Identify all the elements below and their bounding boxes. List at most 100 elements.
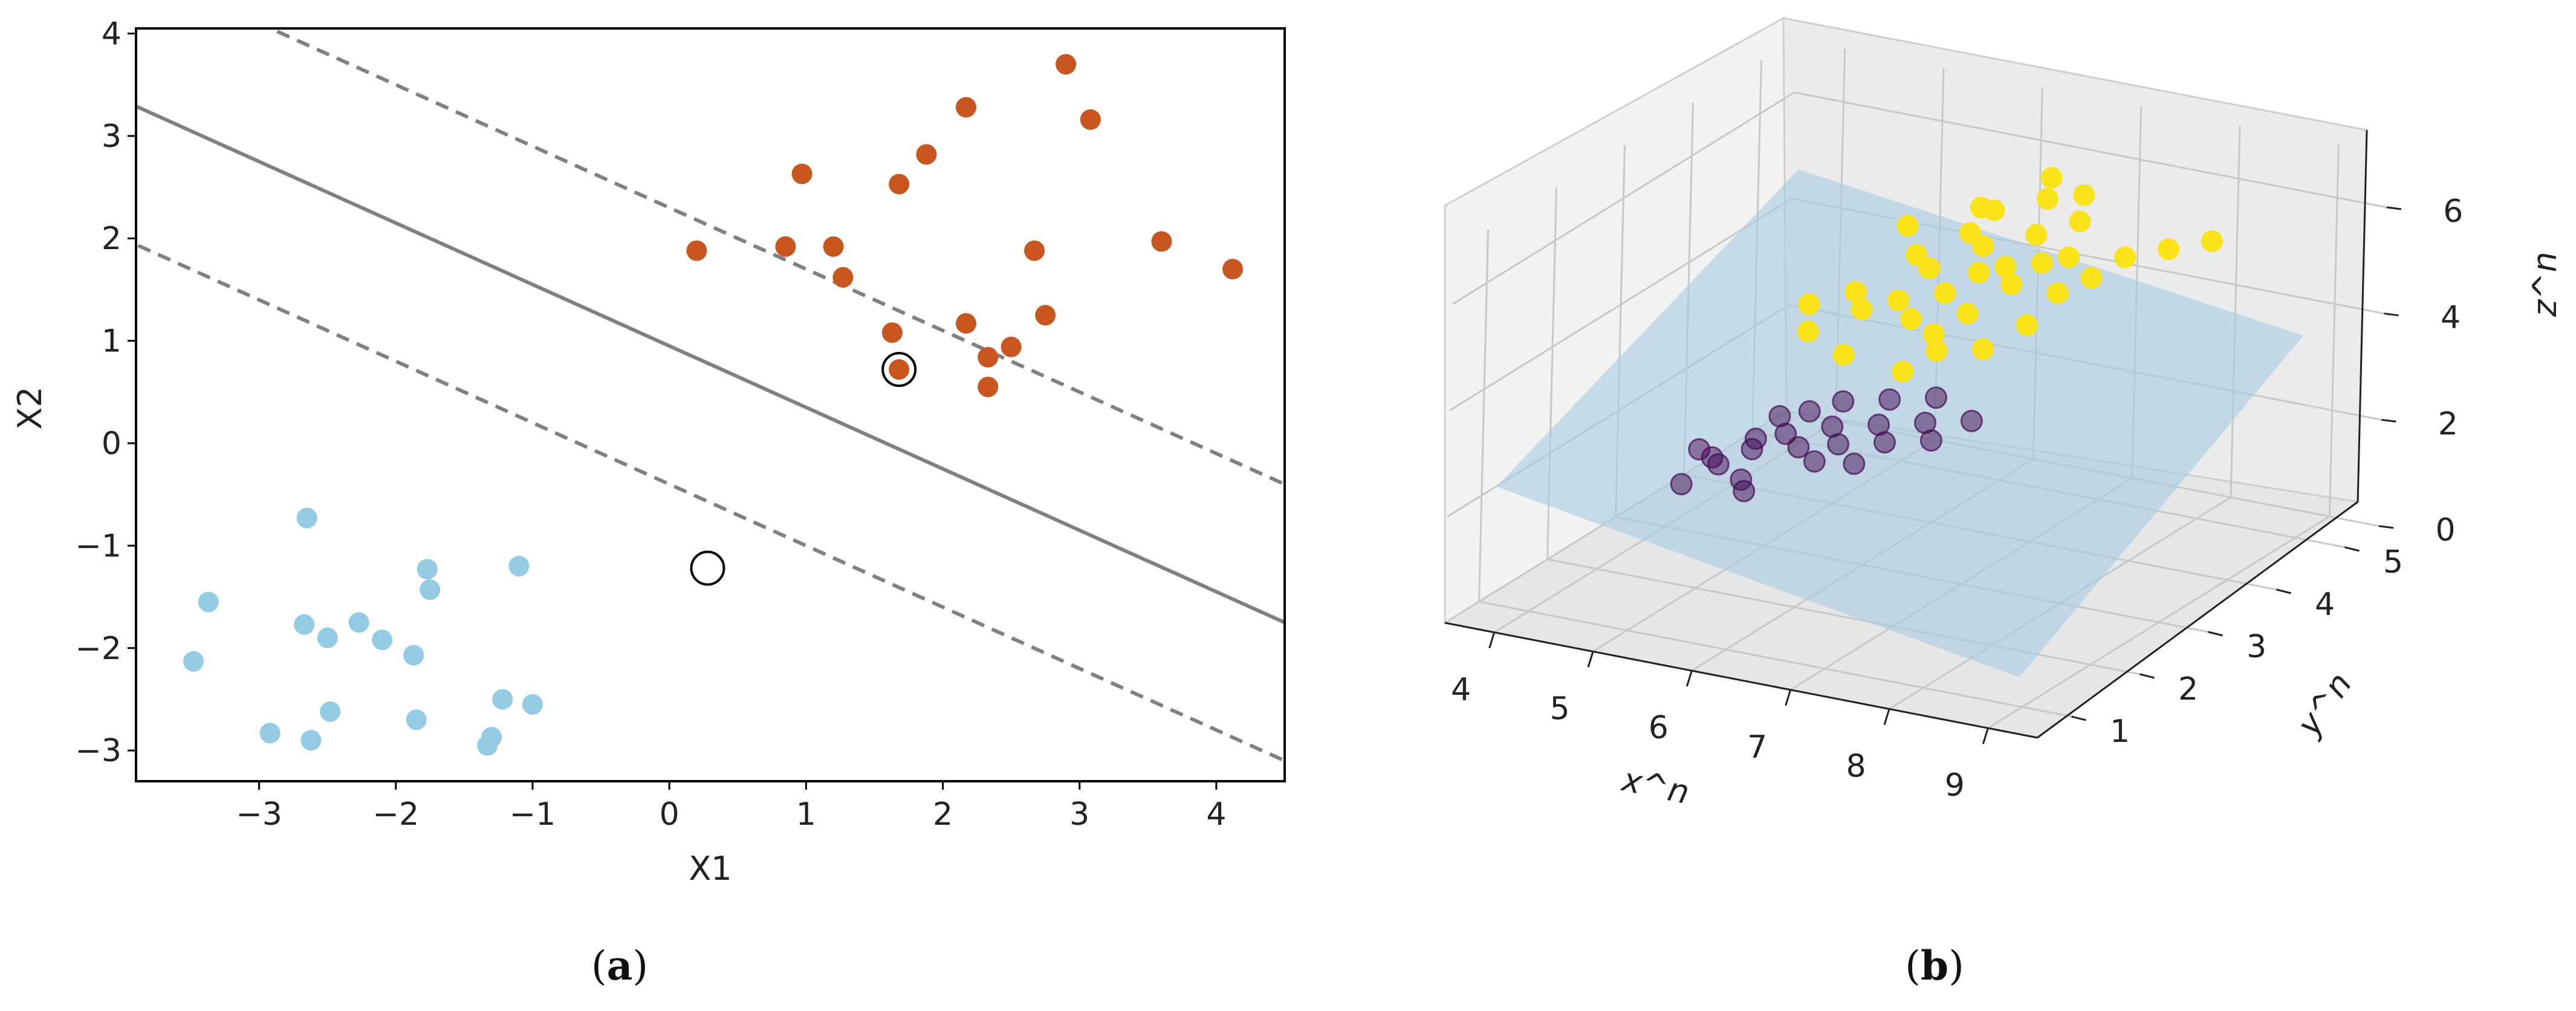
x-axis-ticks-3d: 4 5 6 7 8 9 — [1451, 632, 1989, 804]
x-tick-label: −1 — [510, 796, 556, 833]
data-point-class-high — [1798, 293, 1820, 316]
y-tick-label: 1 — [102, 323, 122, 360]
support-vector-marker — [881, 352, 917, 388]
z-tick-mark-3d — [2381, 418, 2396, 423]
z-tick-mark-3d — [2378, 525, 2394, 529]
x-tick-mark-3d — [1982, 727, 1989, 744]
x-tick-label: −3 — [236, 796, 282, 833]
data-point-class-positive — [775, 236, 796, 257]
data-point-class-high — [1906, 244, 1928, 266]
y-tick-label: 0 — [102, 426, 122, 462]
y-tick-label: 4 — [102, 16, 122, 52]
decision-plane — [1496, 169, 2303, 677]
grid-line — [2230, 125, 2241, 498]
data-point-class-low — [1924, 386, 1947, 409]
data-point-class-positive — [1080, 109, 1101, 130]
y-tick-label: −3 — [75, 733, 122, 769]
data-point-class-high — [2058, 246, 2080, 268]
data-point-class-positive — [978, 346, 999, 368]
x-axis-edge — [1444, 622, 2038, 739]
data-point-class-low — [1919, 429, 1942, 452]
data-point-class-low — [1960, 409, 1983, 432]
x-tick-label-3d: 4 — [1451, 672, 1471, 708]
data-point-class-negative — [417, 559, 438, 580]
data-point-class-positive — [1056, 54, 1077, 75]
data-point-class-negative — [320, 701, 341, 722]
z-axis-ticks-3d: 0 2 4 6 — [2378, 193, 2463, 548]
data-point-class-high — [1892, 360, 1914, 383]
data-point-class-positive — [916, 144, 937, 165]
data-point-class-low — [1744, 427, 1767, 450]
data-point-class-positive — [791, 163, 813, 184]
x-tick-mark-3d — [1587, 651, 1594, 668]
y-tick-mark-3d — [2344, 546, 2360, 552]
data-point-class-negative — [477, 735, 498, 756]
support-vector-marker — [690, 550, 725, 586]
data-point-class-high — [1922, 323, 1945, 345]
data-point-class-high — [1896, 215, 1919, 237]
x-tick-label-3d: 8 — [1846, 749, 1866, 785]
x-tick-mark-3d — [1488, 632, 1496, 649]
y-tick-mark-3d — [2140, 673, 2155, 679]
data-point-class-high — [1887, 289, 1910, 311]
x-tick-label: 0 — [660, 796, 680, 833]
data-point-class-negative — [300, 730, 322, 751]
data-point-class-high — [1968, 261, 1990, 284]
grid-line — [1547, 558, 2140, 675]
data-point-class-low — [1798, 400, 1821, 423]
decision-boundary-line — [136, 104, 1285, 625]
caption-a: (a) — [591, 942, 648, 989]
data-point-class-high — [2016, 314, 2038, 336]
data-point-class-high — [1970, 197, 1992, 219]
z-tick-label-3d: 6 — [2443, 193, 2463, 230]
data-point-class-negative — [406, 709, 427, 730]
data-point-class-positive — [1222, 259, 1244, 280]
y-axis-ticks-3d: 1 2 3 4 5 — [2071, 544, 2403, 750]
data-point-class-positive — [1024, 240, 1045, 261]
x-tick-label-3d: 9 — [1945, 767, 1965, 804]
x-tick-label: 2 — [933, 796, 953, 833]
data-point-class-negative — [296, 507, 317, 528]
caption-b: (b) — [1905, 942, 1964, 989]
y-tick-label: 3 — [102, 119, 122, 155]
data-point-class-positive — [881, 322, 903, 343]
data-point-class-positive — [955, 313, 976, 334]
data-point-class-high — [2201, 230, 2223, 252]
data-point-class-positive — [889, 359, 910, 380]
x-tick-label: −2 — [372, 796, 419, 833]
grid-line — [2328, 145, 2340, 517]
data-point-class-low — [1670, 473, 1693, 496]
data-point-class-negative — [492, 689, 513, 710]
z-tick-mark-3d — [2384, 313, 2399, 317]
data-point-class-high — [2073, 184, 2095, 206]
data-point-class-positive — [686, 240, 707, 261]
data-point-class-negative — [372, 629, 393, 651]
data-point-class-low — [1733, 479, 1756, 502]
data-point-class-positive — [955, 97, 976, 118]
data-point-class-negative — [294, 614, 315, 635]
y-axis-edge — [2037, 501, 2358, 739]
data-point-class-low — [1768, 405, 1791, 427]
y-tick-label-3d: 1 — [2110, 714, 2130, 750]
data-point-class-positive — [889, 174, 910, 195]
x-tick-mark-3d — [1685, 670, 1693, 687]
data-point-class-low — [1787, 436, 1810, 459]
y-tick-label-3d: 4 — [2315, 587, 2335, 623]
data-point-class-positive — [1151, 231, 1172, 252]
z-tick-label-3d: 0 — [2435, 512, 2455, 548]
support-vectors-group — [690, 352, 917, 586]
grid-line — [1449, 198, 1792, 411]
x-tick-mark-3d — [1883, 709, 1890, 725]
data-point-class-low — [1832, 390, 1855, 413]
y-tick-mark-3d — [2071, 715, 2086, 721]
x-axis-ticks: −3 −2 −1 0 1 2 3 4 — [236, 781, 1226, 833]
data-point-class-negative — [183, 651, 204, 672]
data-point-class-negative — [317, 627, 338, 648]
x-tick-label: 4 — [1206, 796, 1226, 833]
y-tick-label: 2 — [102, 221, 122, 257]
grid-line — [1452, 91, 1795, 305]
data-point-class-high — [2000, 273, 2023, 296]
data-point-class-negative — [522, 694, 543, 715]
data-point-class-high — [1900, 308, 1922, 330]
